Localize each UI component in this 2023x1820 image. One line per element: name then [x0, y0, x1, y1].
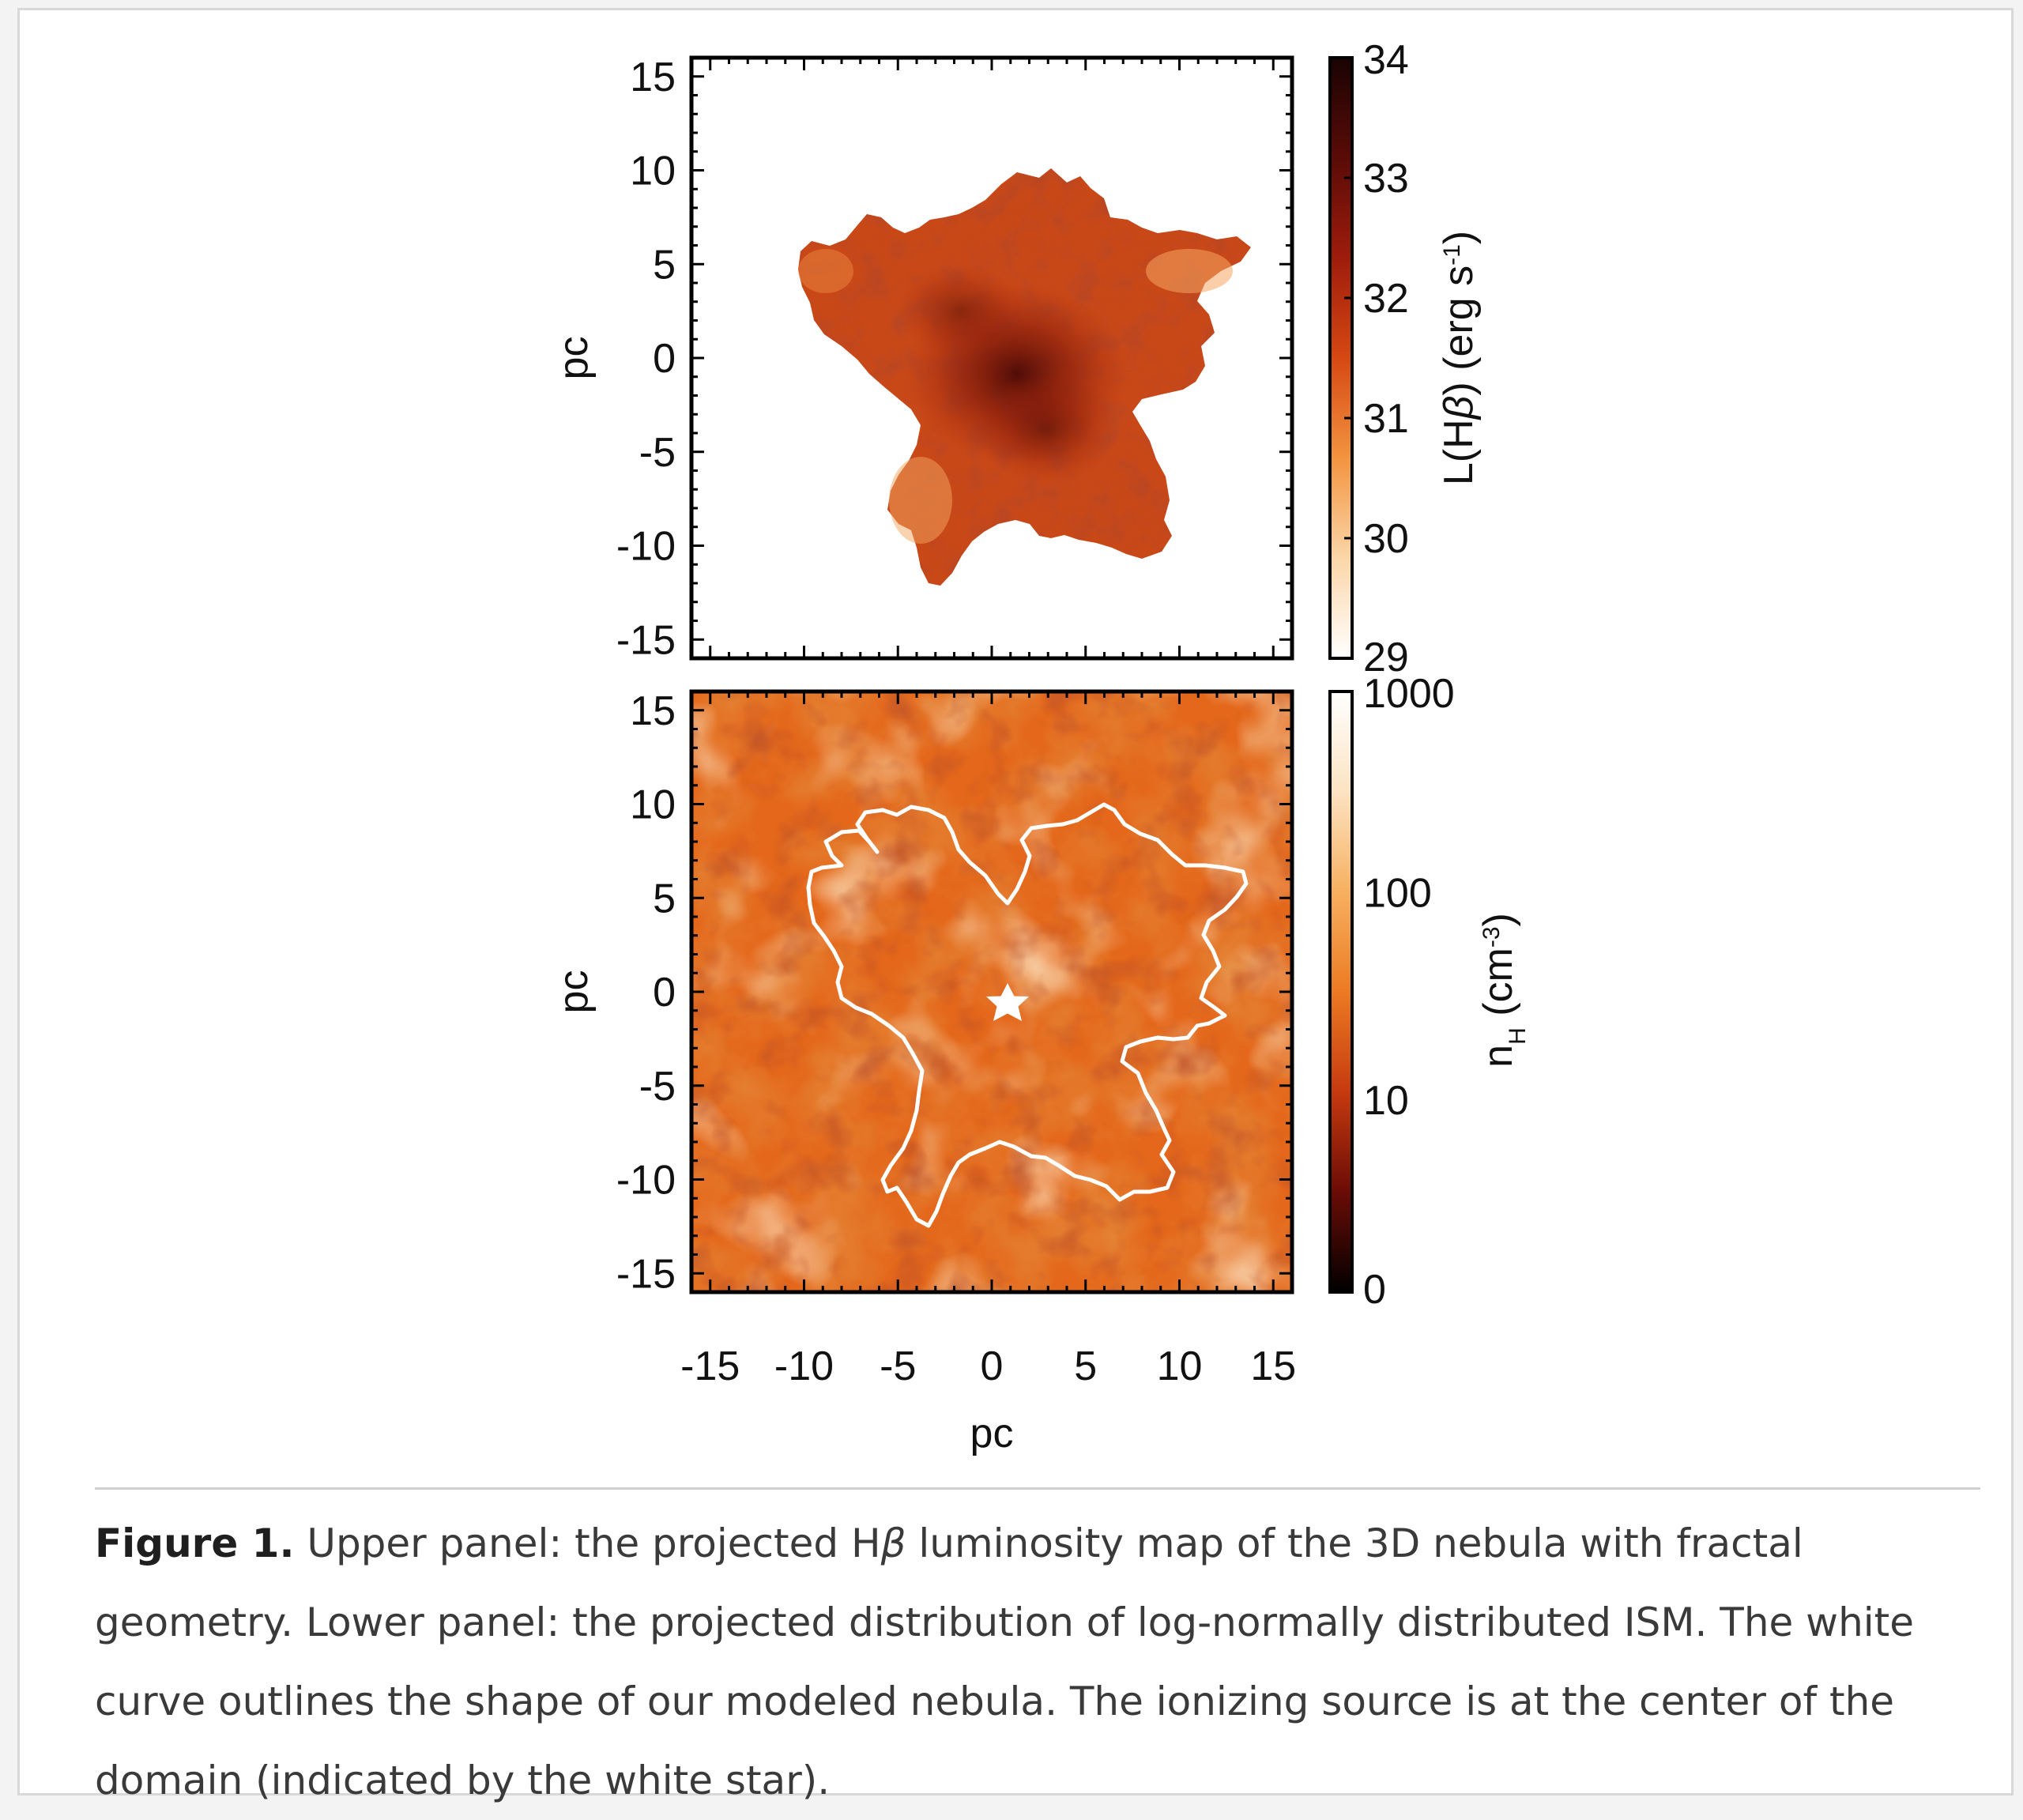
nebula-outline-curve [806, 802, 1249, 1228]
y-tick-label: -15 [616, 1251, 676, 1297]
x-axis-label: pc [970, 1411, 1014, 1456]
upper-colorbar: 34 33 32 31 30 29 L(Hβ) (erg s-1) [1328, 37, 1482, 680]
y-tick-label: 5 [653, 242, 676, 288]
colorbar-tick-label: 32 [1363, 276, 1409, 322]
y-tick-label: 10 [630, 149, 676, 194]
colorbar-tick-label: 1000 [1363, 671, 1455, 717]
x-tick-label: 15 [1250, 1343, 1296, 1389]
x-tick-label: 5 [1074, 1343, 1097, 1389]
y-tick-label: 5 [653, 876, 676, 921]
lower-colorbar-label: nH (cm-3) [1475, 913, 1531, 1068]
lower-y-axis-label: pc [551, 970, 597, 1014]
ionizing-source-star [986, 983, 1029, 1021]
colorbar-tick-label: 29 [1363, 635, 1409, 680]
caption-label: Figure 1. [95, 1520, 295, 1566]
colorbar-tick-label: 33 [1363, 156, 1409, 202]
upper-colorbar-label: L(Hβ) (erg s-1) [1436, 231, 1482, 485]
colorbar-tick-label: 34 [1363, 37, 1409, 83]
nebula-luminosity-map [798, 168, 1251, 586]
figure-caption: Figure 1. Upper panel: the projected Hβ … [95, 1504, 1991, 1820]
x-tick-label: -10 [774, 1343, 834, 1389]
y-tick-label: -10 [616, 524, 676, 570]
upper-panel: 15 10 5 0 -5 -10 -15 [616, 55, 1294, 663]
caption-divider [95, 1487, 1980, 1490]
x-tick-label: -5 [880, 1343, 916, 1389]
colorbar-tick-label: 0 [1363, 1267, 1386, 1313]
upper-y-axis-label: pc [551, 337, 597, 380]
y-tick-label: 10 [630, 782, 676, 828]
upper-ticks: 15 10 5 0 -5 -10 -15 [616, 55, 1294, 663]
y-tick-label: 0 [653, 336, 676, 382]
lower-ticks: 15 10 5 0 -5 -10 -15-15 -10 -5 0 5 10 15 [616, 688, 1296, 1389]
y-tick-label: -5 [639, 1064, 676, 1110]
caption-text-start: Upper panel: the projected H [294, 1520, 881, 1566]
y-tick-label: 0 [653, 970, 676, 1016]
y-tick-label: 15 [630, 688, 676, 734]
ism-density-map [691, 691, 1292, 1292]
colorbar-tick-label: 100 [1363, 871, 1432, 917]
caption-text-rest: luminosity map of the 3D nebula with fra… [95, 1520, 1915, 1803]
y-tick-label: -5 [639, 430, 676, 476]
x-tick-label: 10 [1157, 1343, 1203, 1389]
x-tick-label: 0 [981, 1343, 1004, 1389]
y-tick-label: -10 [616, 1158, 676, 1204]
x-tick-label: -15 [680, 1343, 740, 1389]
lower-panel: 15 10 5 0 -5 -10 -15-15 -10 -5 0 5 10 15 [616, 688, 1296, 1389]
y-tick-label: 15 [630, 55, 676, 100]
colorbar-tick-label: 31 [1363, 396, 1409, 442]
y-tick-label: -15 [616, 617, 676, 663]
figure-card: 15 10 5 0 -5 -10 -15 15 10 5 0 -5 -10 -15 -15 -10 -5 0 5 1… [17, 8, 2014, 1803]
colorbar-tick-label: 10 [1363, 1078, 1409, 1124]
colorbar-tick-label: 30 [1363, 516, 1409, 562]
caption-beta-symbol: β [880, 1520, 906, 1566]
